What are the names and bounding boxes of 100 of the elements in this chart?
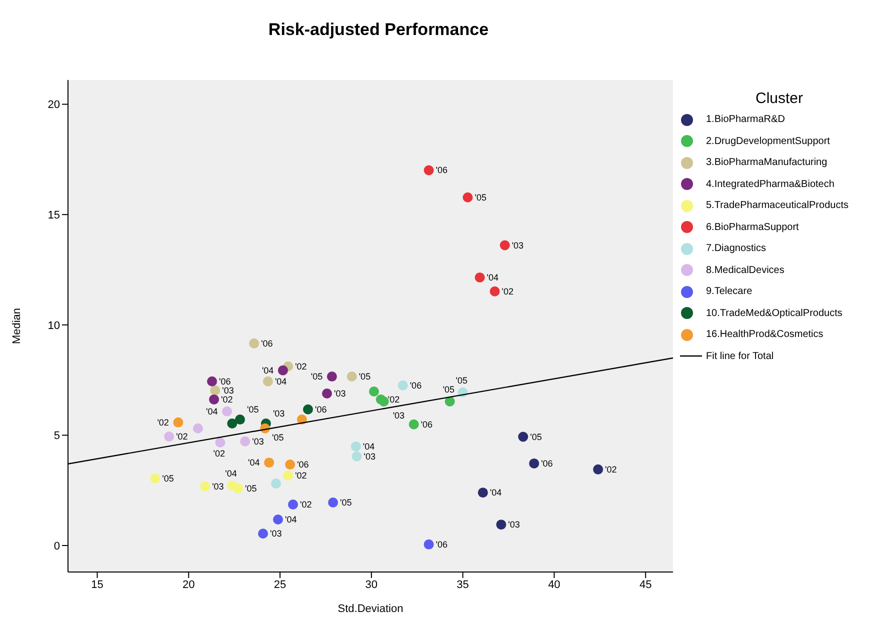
point — [278, 365, 288, 376]
legend-label: 1.BioPharmaR&D — [706, 114, 785, 126]
legend-label: 8.MedicalDevices — [706, 264, 784, 276]
y-tick-label: 15 — [48, 209, 60, 222]
point — [474, 272, 485, 282]
point — [593, 464, 604, 474]
legend-label: 4.IntegratedPharma&Biotech — [706, 178, 834, 190]
annotation: '04 — [225, 468, 237, 479]
point — [444, 396, 455, 406]
point — [200, 481, 210, 492]
x-axis-title: Std.Deviation — [338, 603, 404, 615]
annotation: '04 — [362, 441, 375, 452]
x-tick-label: 40 — [548, 578, 560, 591]
point — [478, 488, 488, 498]
annotation: '05 — [442, 384, 455, 394]
chart-title: Risk-adjusted Performance — [267, 20, 490, 40]
point — [288, 500, 298, 510]
annotation: '02 — [213, 448, 225, 458]
annotation: '05 — [310, 372, 323, 382]
annotation: '03 — [364, 451, 376, 462]
legend-label: 6.BioPharmaSupport — [706, 222, 799, 233]
annotation: '02 — [295, 361, 307, 372]
annotation: '06 — [261, 338, 273, 348]
annotation: '06 — [436, 165, 448, 176]
point — [258, 528, 268, 539]
annotation: '04 — [285, 514, 297, 524]
annotation: '04 — [486, 272, 499, 282]
legend-title: Cluster — [754, 90, 804, 107]
annotation: '02 — [157, 417, 169, 428]
point — [164, 432, 174, 442]
annotation: '03 — [392, 410, 405, 420]
point — [150, 473, 160, 484]
point — [518, 432, 528, 442]
point — [490, 286, 500, 296]
legend-label: 7.Diagnostics — [706, 243, 766, 254]
point — [500, 240, 510, 250]
point — [264, 458, 274, 468]
legend-label: 3.BioPharmaManufacturing — [706, 157, 828, 168]
point — [326, 372, 337, 382]
point — [368, 386, 379, 397]
point — [352, 451, 362, 462]
point — [378, 396, 389, 406]
annotation: '03 — [334, 388, 346, 399]
annotation: '06 — [420, 419, 433, 430]
point — [209, 394, 220, 404]
point — [249, 338, 260, 348]
point — [240, 436, 250, 446]
annotation: '04 — [262, 365, 274, 376]
annotation: '05 — [272, 432, 284, 442]
annotation: '02 — [176, 432, 188, 442]
annotation: '06 — [297, 460, 309, 470]
legend-label: 2.DrugDevelopmentSupport — [706, 136, 830, 147]
x-tick-label: 20 — [182, 578, 195, 591]
x-tick-label: 35 — [456, 578, 469, 591]
point — [232, 483, 243, 494]
annotation: '05 — [358, 372, 371, 382]
annotation: '06 — [314, 404, 327, 414]
legend-label: 10.TradeMed&OpticalProducts — [706, 308, 842, 319]
y-axis-title: Median — [10, 308, 23, 344]
annotation: '03 — [270, 528, 282, 539]
annotation: '02 — [502, 286, 514, 296]
point — [192, 423, 203, 434]
annotation: '06 — [410, 380, 422, 390]
point — [346, 372, 357, 382]
point — [350, 441, 361, 452]
point — [262, 376, 273, 386]
annotation: '03 — [222, 385, 234, 396]
annotation: '04 — [490, 488, 502, 498]
annotation: '02 — [221, 394, 233, 404]
annotation: '05 — [244, 483, 257, 494]
point — [207, 376, 218, 386]
point — [273, 514, 284, 524]
point — [424, 165, 434, 176]
annotation: '03 — [252, 436, 264, 446]
point — [398, 380, 408, 390]
point — [271, 478, 282, 489]
point — [222, 406, 232, 416]
point — [302, 404, 313, 414]
point — [210, 385, 220, 396]
annotation: '04 — [274, 376, 287, 386]
annotation: '05 — [530, 432, 542, 442]
point — [227, 418, 238, 429]
legend-label: 5.TradePharmaceuticalProducts — [706, 200, 848, 212]
annotation: '03 — [212, 481, 224, 492]
point — [328, 498, 338, 508]
annotation: '05 — [474, 192, 486, 202]
y-tick-label: 5 — [54, 430, 60, 442]
legend-label: 16.HealthProd&Cosmetics — [706, 329, 824, 340]
point — [496, 520, 506, 530]
annotation: '05 — [246, 404, 259, 415]
x-tick-label: 15 — [91, 578, 104, 591]
annotation: '05 — [162, 473, 174, 484]
annotation: '05 — [340, 498, 352, 508]
x-tick-label: 30 — [365, 578, 378, 591]
point — [462, 192, 473, 202]
point — [424, 539, 434, 550]
x-tick-label: 45 — [639, 578, 652, 591]
annotation: '05 — [456, 375, 468, 386]
annotation: '03 — [512, 240, 524, 250]
point — [234, 414, 245, 425]
